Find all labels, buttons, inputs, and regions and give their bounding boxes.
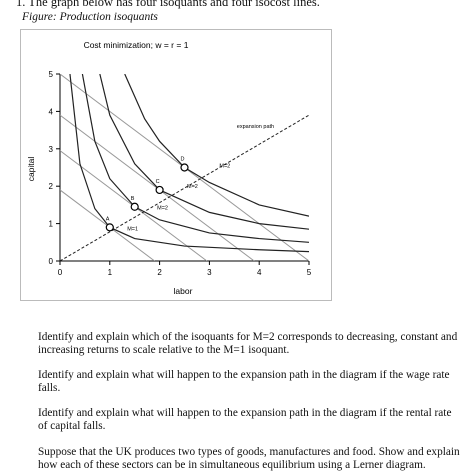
x-tick-label: 1 [108, 268, 113, 277]
isoquant [124, 74, 309, 217]
y-axis-label: capital [26, 157, 36, 182]
chart-frame [20, 29, 332, 301]
isoquant-label: M=1 [127, 226, 138, 232]
chart: Cost minimization; w = r = 1 labor capit… [20, 29, 332, 301]
question-heading: 1. The graph below has four isoquants an… [16, 0, 320, 9]
isoquant [81, 74, 309, 243]
y-tick-label: 1 [49, 220, 54, 229]
figure-caption: Figure: Production isoquants [22, 11, 158, 23]
x-tick-label: 0 [58, 268, 63, 277]
isoquant-label: M=2 [157, 205, 168, 211]
isoquant-label: M=2 [219, 164, 230, 170]
optimum-label: A [106, 216, 110, 222]
expansion-path-label: expansion path [237, 124, 274, 130]
y-tick-label: 5 [49, 70, 54, 79]
optimum-point [180, 163, 189, 172]
question: Suppose that the UK produces two types o… [38, 446, 460, 471]
x-tick-label: 3 [207, 268, 212, 277]
optimum-point [130, 202, 139, 211]
optimum-point [105, 223, 114, 232]
x-tick-label: 2 [157, 268, 162, 277]
x-tick-label: 5 [307, 268, 312, 277]
question: Identify and explain what will happen to… [38, 369, 450, 394]
optimum-label: B [131, 196, 135, 202]
y-tick-label: 0 [49, 257, 54, 266]
optimum-label: C [156, 179, 160, 185]
optimum-label: D [181, 157, 185, 163]
x-tick-label: 4 [257, 268, 262, 277]
y-tick-label: 2 [49, 182, 54, 191]
optimum-point [155, 185, 164, 195]
chart-title: Cost minimization; w = r = 1 [84, 40, 189, 50]
question: Identify and explain what will happen to… [38, 407, 452, 432]
y-tick-label: 3 [49, 145, 54, 154]
expansion-path [60, 114, 309, 261]
x-axis-label: labor [174, 286, 193, 296]
question: Identify and explain which of the isoqua… [38, 331, 458, 356]
isoquant [69, 74, 309, 253]
isoquant-label: M=2 [187, 184, 198, 190]
y-tick-label: 4 [49, 107, 54, 116]
